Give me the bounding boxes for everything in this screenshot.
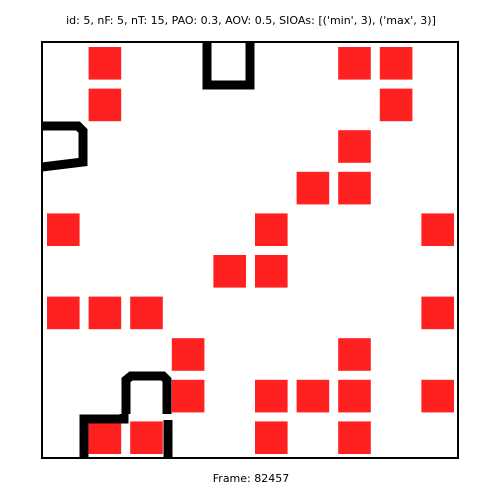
red-cell <box>338 421 371 454</box>
red-cell <box>338 171 371 205</box>
red-cell <box>338 130 371 163</box>
red-cell <box>379 88 413 122</box>
red-cells-layer <box>47 47 454 454</box>
red-cell <box>421 379 454 413</box>
outlined-cup-top <box>202 42 255 90</box>
red-cell <box>130 421 163 454</box>
red-cell <box>296 379 330 413</box>
red-cell <box>255 379 288 413</box>
red-cell <box>421 296 454 330</box>
outlined-cup-mid <box>121 371 172 414</box>
red-cell <box>88 47 122 80</box>
red-cell <box>379 47 413 80</box>
red-cell <box>88 421 122 454</box>
red-cell <box>47 296 80 330</box>
red-cell <box>130 296 163 330</box>
red-cell <box>171 338 205 371</box>
red-cell <box>421 213 454 246</box>
red-cell <box>296 171 330 205</box>
red-cell <box>338 47 371 80</box>
red-cell <box>88 88 122 122</box>
red-cell <box>255 421 288 454</box>
red-cell <box>338 338 371 371</box>
episode-info-header: id: 5, nF: 5, nT: 15, PAO: 0.3, AOV: 0.5… <box>66 14 436 27</box>
red-cell <box>171 379 205 413</box>
red-cell <box>255 255 288 288</box>
outlined-cup-left <box>41 121 88 172</box>
red-cell <box>213 255 246 288</box>
outlined-cup-bottom <box>79 414 129 458</box>
red-cell <box>47 213 80 246</box>
red-cell <box>255 213 288 246</box>
frame-counter: Frame: 82457 <box>212 472 290 485</box>
red-cell <box>338 379 371 413</box>
outline-shapes-layer <box>41 42 255 458</box>
red-cell <box>88 296 122 330</box>
